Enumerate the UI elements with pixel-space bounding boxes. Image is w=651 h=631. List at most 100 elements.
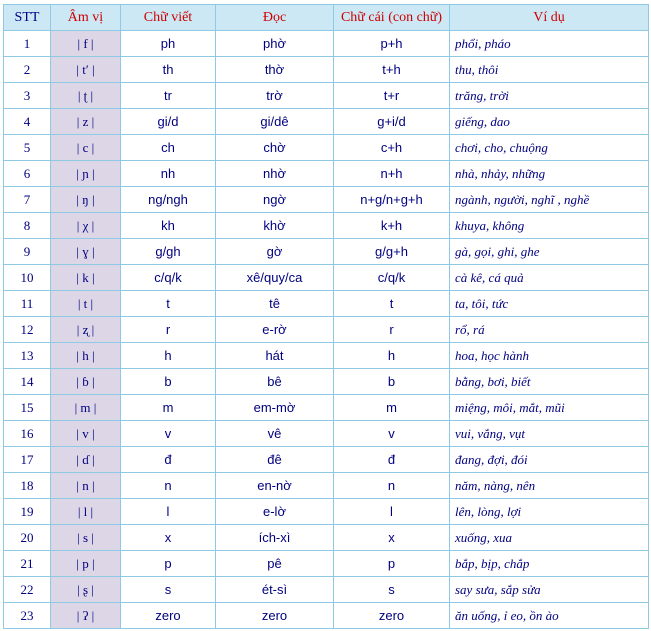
table-row: 22 | ʂ | s ét-sì s say sưa, sắp sửa xyxy=(3,576,649,603)
cell-letters: l xyxy=(333,498,450,525)
cell-written-form: r xyxy=(120,316,216,343)
cell-letters: r xyxy=(333,316,450,343)
cell-phoneme: | k | xyxy=(50,264,121,291)
cell-phoneme: | χ | xyxy=(50,212,121,239)
cell-reading: ngờ xyxy=(215,186,334,213)
cell-phoneme: | h | xyxy=(50,342,121,369)
cell-reading: hát xyxy=(215,342,334,369)
cell-letters: n+g/n+g+h xyxy=(333,186,450,213)
cell-reading: vê xyxy=(215,420,334,447)
cell-letters: x xyxy=(333,524,450,551)
cell-stt: 19 xyxy=(3,498,51,525)
cell-reading: chờ xyxy=(215,134,334,161)
cell-stt: 1 xyxy=(3,30,51,57)
cell-written-form: p xyxy=(120,550,216,577)
cell-examples: chơi, cho, chuộng xyxy=(449,134,649,161)
cell-phoneme: | ʔ | xyxy=(50,602,121,629)
table-row: 23 | ʔ | zero zero zero ăn uống, ỉ eo, ồn ào xyxy=(3,602,649,629)
cell-reading: phờ xyxy=(215,30,334,57)
cell-letters: h xyxy=(333,342,450,369)
cell-reading: ét-sì xyxy=(215,576,334,603)
cell-written-form: l xyxy=(120,498,216,525)
cell-stt: 22 xyxy=(3,576,51,603)
table-row: 14 | ɓ | b bê b bằng, bơi, biết xyxy=(3,368,649,395)
cell-reading: trờ xyxy=(215,82,334,109)
table-row: 20 | s | x ích-xì x xuống, xua xyxy=(3,524,649,551)
cell-reading: bê xyxy=(215,368,334,395)
table-row: 19 | l | l e-lờ l lên, lòng, lợi xyxy=(3,498,649,525)
cell-written-form: n xyxy=(120,472,216,499)
cell-phoneme: | ɓ | xyxy=(50,368,121,395)
cell-letters: s xyxy=(333,576,450,603)
table-row: 10 | k | c/q/k xê/quy/ca c/q/k cà kê, cá quả xyxy=(3,264,649,291)
cell-examples: khuya, không xyxy=(449,212,649,239)
table-row: 15 | m | m em-mờ m miệng, môi, mắt, mũi xyxy=(3,394,649,421)
table-row: 18 | n | n en-nờ n năm, nàng, nên xyxy=(3,472,649,499)
cell-reading: đê xyxy=(215,446,334,473)
cell-written-form: kh xyxy=(120,212,216,239)
cell-stt: 7 xyxy=(3,186,51,213)
cell-examples: say sưa, sắp sửa xyxy=(449,576,649,603)
cell-examples: phổi, pháo xyxy=(449,30,649,57)
table-row: 1 | f | ph phờ p+h phổi, pháo xyxy=(3,30,649,57)
table-row: 8 | χ | kh khờ k+h khuya, không xyxy=(3,212,649,239)
cell-letters: đ xyxy=(333,446,450,473)
cell-examples: ta, tôi, tức xyxy=(449,290,649,317)
cell-phoneme: | f | xyxy=(50,30,121,57)
table-row: 12 | ʐ | r e-rờ r rổ, rá xyxy=(3,316,649,343)
cell-letters: m xyxy=(333,394,450,421)
cell-written-form: th xyxy=(120,56,216,83)
cell-stt: 6 xyxy=(3,160,51,187)
table-row: 11 | t | t tê t ta, tôi, tức xyxy=(3,290,649,317)
cell-examples: nhà, nhảy, những xyxy=(449,160,649,187)
cell-examples: thu, thôi xyxy=(449,56,649,83)
cell-written-form: s xyxy=(120,576,216,603)
cell-phoneme: | c | xyxy=(50,134,121,161)
cell-stt: 15 xyxy=(3,394,51,421)
cell-written-form: tr xyxy=(120,82,216,109)
cell-letters: c/q/k xyxy=(333,264,450,291)
cell-written-form: ph xyxy=(120,30,216,57)
cell-reading: zero xyxy=(215,602,334,629)
header-phoneme: Âm vị xyxy=(50,4,121,31)
cell-phoneme: | tʹ | xyxy=(50,56,121,83)
cell-letters: b xyxy=(333,368,450,395)
header-written-form: Chữ viết xyxy=(120,4,216,31)
cell-reading: e-lờ xyxy=(215,498,334,525)
cell-examples: cà kê, cá quả xyxy=(449,264,649,291)
cell-written-form: ch xyxy=(120,134,216,161)
cell-examples: ngành, người, nghĩ , nghề xyxy=(449,186,649,213)
cell-letters: n xyxy=(333,472,450,499)
cell-reading: gờ xyxy=(215,238,334,265)
table-row: 6 | ɲ | nh nhờ n+h nhà, nhảy, những xyxy=(3,160,649,187)
cell-stt: 23 xyxy=(3,602,51,629)
cell-phoneme: | l | xyxy=(50,498,121,525)
cell-examples: năm, nàng, nên xyxy=(449,472,649,499)
table-row: 3 | ʈ | tr trờ t+r trăng, trời xyxy=(3,82,649,109)
cell-written-form: t xyxy=(120,290,216,317)
cell-stt: 17 xyxy=(3,446,51,473)
table-row: 21 | p | p pê p bắp, bịp, chắp xyxy=(3,550,649,577)
cell-phoneme: | ɲ | xyxy=(50,160,121,187)
cell-stt: 4 xyxy=(3,108,51,135)
cell-examples: miệng, môi, mắt, mũi xyxy=(449,394,649,421)
cell-examples: hoa, học hành xyxy=(449,342,649,369)
cell-letters: n+h xyxy=(333,160,450,187)
cell-written-form: b xyxy=(120,368,216,395)
cell-examples: vui, vắng, vụt xyxy=(449,420,649,447)
cell-phoneme: | t | xyxy=(50,290,121,317)
cell-written-form: đ xyxy=(120,446,216,473)
cell-stt: 20 xyxy=(3,524,51,551)
cell-reading: nhờ xyxy=(215,160,334,187)
header-letters: Chữ cái (con chữ) xyxy=(333,4,450,31)
cell-reading: khờ xyxy=(215,212,334,239)
cell-letters: g+i/d xyxy=(333,108,450,135)
cell-reading: e-rờ xyxy=(215,316,334,343)
cell-written-form: gi/d xyxy=(120,108,216,135)
cell-letters: k+h xyxy=(333,212,450,239)
cell-examples: xuống, xua xyxy=(449,524,649,551)
cell-phoneme: | z | xyxy=(50,108,121,135)
table-row: 2 | tʹ | th thờ t+h thu, thôi xyxy=(3,56,649,83)
cell-letters: t xyxy=(333,290,450,317)
cell-written-form: nh xyxy=(120,160,216,187)
